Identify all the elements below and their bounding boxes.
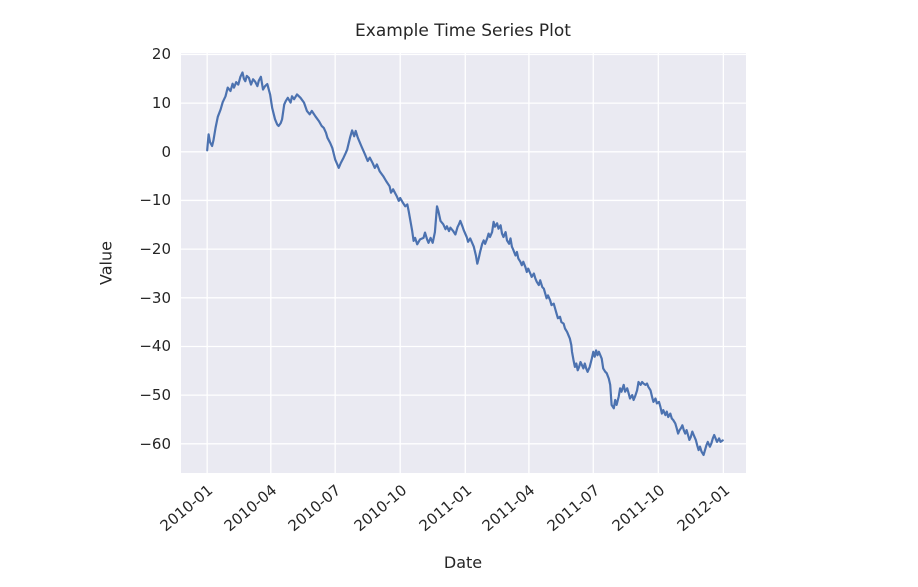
- x-tick-label: 2012-01: [673, 481, 733, 536]
- x-axis-label: Date: [443, 553, 483, 572]
- y-tick-label: −50: [139, 386, 171, 405]
- x-tick-label: 2011-01: [415, 481, 475, 536]
- x-tick-label: 2011-07: [543, 481, 603, 536]
- chart-title: Example Time Series Plot: [355, 21, 571, 41]
- y-tick-label: −40: [139, 337, 171, 356]
- y-tick-label: 20: [151, 45, 171, 64]
- x-tick-label: 2011-10: [608, 481, 668, 536]
- x-tick-label: 2010-04: [220, 481, 281, 536]
- data-line: [206, 71, 724, 457]
- x-tick-label: 2010-01: [157, 481, 217, 536]
- x-tick-label: 2011-04: [478, 481, 539, 536]
- x-tick-label: 2010-07: [285, 481, 345, 536]
- y-tick-label: −20: [139, 240, 171, 259]
- y-tick-label: −10: [139, 191, 171, 210]
- y-tick-label: 0: [161, 142, 171, 161]
- y-tick-label: −60: [139, 434, 171, 453]
- plot-area: [181, 53, 746, 473]
- x-tick-label: 2010-10: [350, 481, 410, 536]
- y-tick-label: −30: [139, 288, 171, 307]
- plot-background: [181, 53, 746, 473]
- chart-canvas: [181, 53, 746, 473]
- y-tick-label: 10: [151, 94, 171, 113]
